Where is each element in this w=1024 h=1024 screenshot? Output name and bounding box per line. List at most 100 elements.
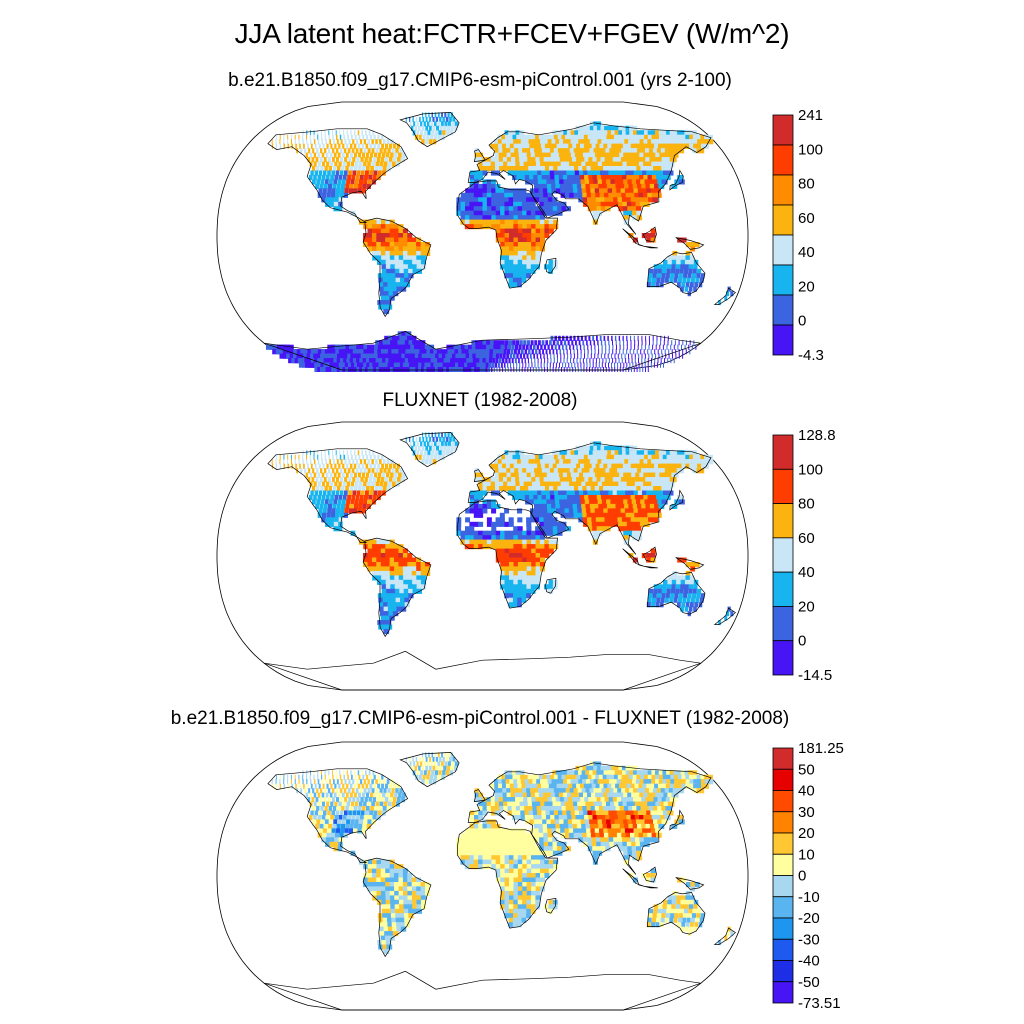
colorbar-swatch [772,324,794,356]
coastline-indonesia [622,868,658,889]
coastline-australia [646,572,706,615]
colorbar-label: 40 [798,564,815,581]
colorbar-swatch [772,640,794,676]
coastline-borneo [642,546,657,563]
main-title: JJA latent heat:FCTR+FCEV+FGEV (W/m^2) [234,18,790,49]
panel-3-map [216,741,749,1011]
coastline-eurasia [467,762,712,875]
coastline-antarctica [263,970,702,1011]
coastline-japan [669,489,684,511]
coastline-africa [457,180,558,289]
colorbar-swatch [772,468,794,504]
colorbar-label: 100 [798,141,823,158]
coastline-madagascar [545,577,557,594]
coastline-namerica [267,128,409,223]
panel-1-title: b.e21.B1850.f09_g17.CMIP6-esm-piControl.… [228,70,732,91]
colorbar-label: 0 [798,313,806,330]
colorbar-swatch [772,832,794,855]
coastline-australia [646,252,706,295]
coastline-indonesia [622,228,658,249]
colorbar-swatch [772,606,794,642]
panel-1-colorbar: 241 100 80 60 40 20 0 -4.3 [772,110,824,364]
colorbar-label: -40 [798,953,820,970]
colorbar-label: 60 [798,530,815,547]
colorbar-label: 20 [798,598,815,615]
colorbar-label: 60 [798,210,815,227]
colorbar-swatch [772,503,794,539]
colorbar-label: -73.51 [798,995,841,1012]
colorbar-label: 100 [798,461,823,478]
colorbar-swatch [772,204,794,236]
colorbar-swatch [772,747,794,770]
colorbar-label: -50 [798,974,820,991]
coastline-namerica [267,768,409,863]
coastline-borneo [642,226,657,243]
panel-1-map [216,101,749,372]
coastline-uk [473,149,486,163]
colorbar-label: 10 [798,846,815,863]
panel-3-colorbar: 181.25 50 40 30 20 10 0 -10 -20 -30 -40 -50 -73.51 [772,740,844,1012]
panel-2-map [216,421,749,691]
coastline-nz [713,607,736,625]
colorbar-swatch [772,896,794,919]
colorbar-swatch [772,264,794,296]
colorbar-swatch [772,114,794,146]
coastline-greenland [399,432,460,468]
colorbar-swatch [772,917,794,940]
coastline-antarctica [263,330,702,371]
coastline-borneo [642,866,657,883]
colorbar-label: 40 [798,244,815,261]
colorbar-swatch [772,938,794,961]
coastline-antarctica [263,650,702,691]
coastline-japan [669,809,684,831]
colorbar-label: -10 [798,889,820,906]
coastline-samerica [362,217,432,318]
panel-2-title: FLUXNET (1982-2008) [382,390,578,411]
colorbar-swatch [772,768,794,791]
colorbar-swatch [772,537,794,573]
colorbar-swatch [772,571,794,607]
coastline-madagascar [545,897,557,914]
coastline-uk [473,469,486,483]
coastline-madagascar [545,257,557,274]
colorbar-swatch [772,174,794,206]
colorbar-label: 80 [798,496,815,513]
colorbar-swatch [772,234,794,266]
coastline-eurasia [467,442,712,555]
colorbar-label: 241 [798,110,823,124]
colorbar-swatch [772,811,794,834]
map-data-cells [271,432,734,635]
colorbar-swatch [772,434,794,470]
colorbar-swatch [772,875,794,898]
map-data-cells [271,752,734,955]
coastline-japan [669,169,684,191]
colorbar-label: 128.8 [798,430,836,444]
panel-3-title: b.e21.B1850.f09_g17.CMIP6-esm-piControl.… [170,708,790,729]
coastline-nz [713,927,736,945]
coastline-nz [713,287,736,305]
colorbar-label: 40 [798,783,815,800]
colorbar-label: 0 [798,633,806,650]
coastline-namerica [267,448,409,543]
coastline-nguinea [675,877,705,890]
coastline-indonesia [622,548,658,569]
colorbar-label: 80 [798,176,815,193]
coastline-africa [457,500,558,609]
colorbar-label: -30 [798,931,820,948]
colorbar-label: 20 [798,278,815,295]
colorbar-swatch [772,294,794,326]
coastline-uk [473,789,486,803]
coastline-samerica [362,857,432,958]
colorbar-swatch [772,960,794,983]
coastline-greenland [399,112,460,148]
coastline-australia [646,892,706,935]
coastline-eurasia [467,122,712,235]
colorbar-label: 30 [798,804,815,821]
coastline-greenland [399,752,460,788]
panel-2-colorbar: 128.8 100 80 60 40 20 0 -14.5 [772,430,836,684]
coastline-africa [457,820,558,929]
colorbar-swatch [772,981,794,1004]
colorbar-label: 181.25 [798,740,844,757]
colorbar-label: 50 [798,761,815,778]
colorbar-label: -14.5 [798,667,832,684]
